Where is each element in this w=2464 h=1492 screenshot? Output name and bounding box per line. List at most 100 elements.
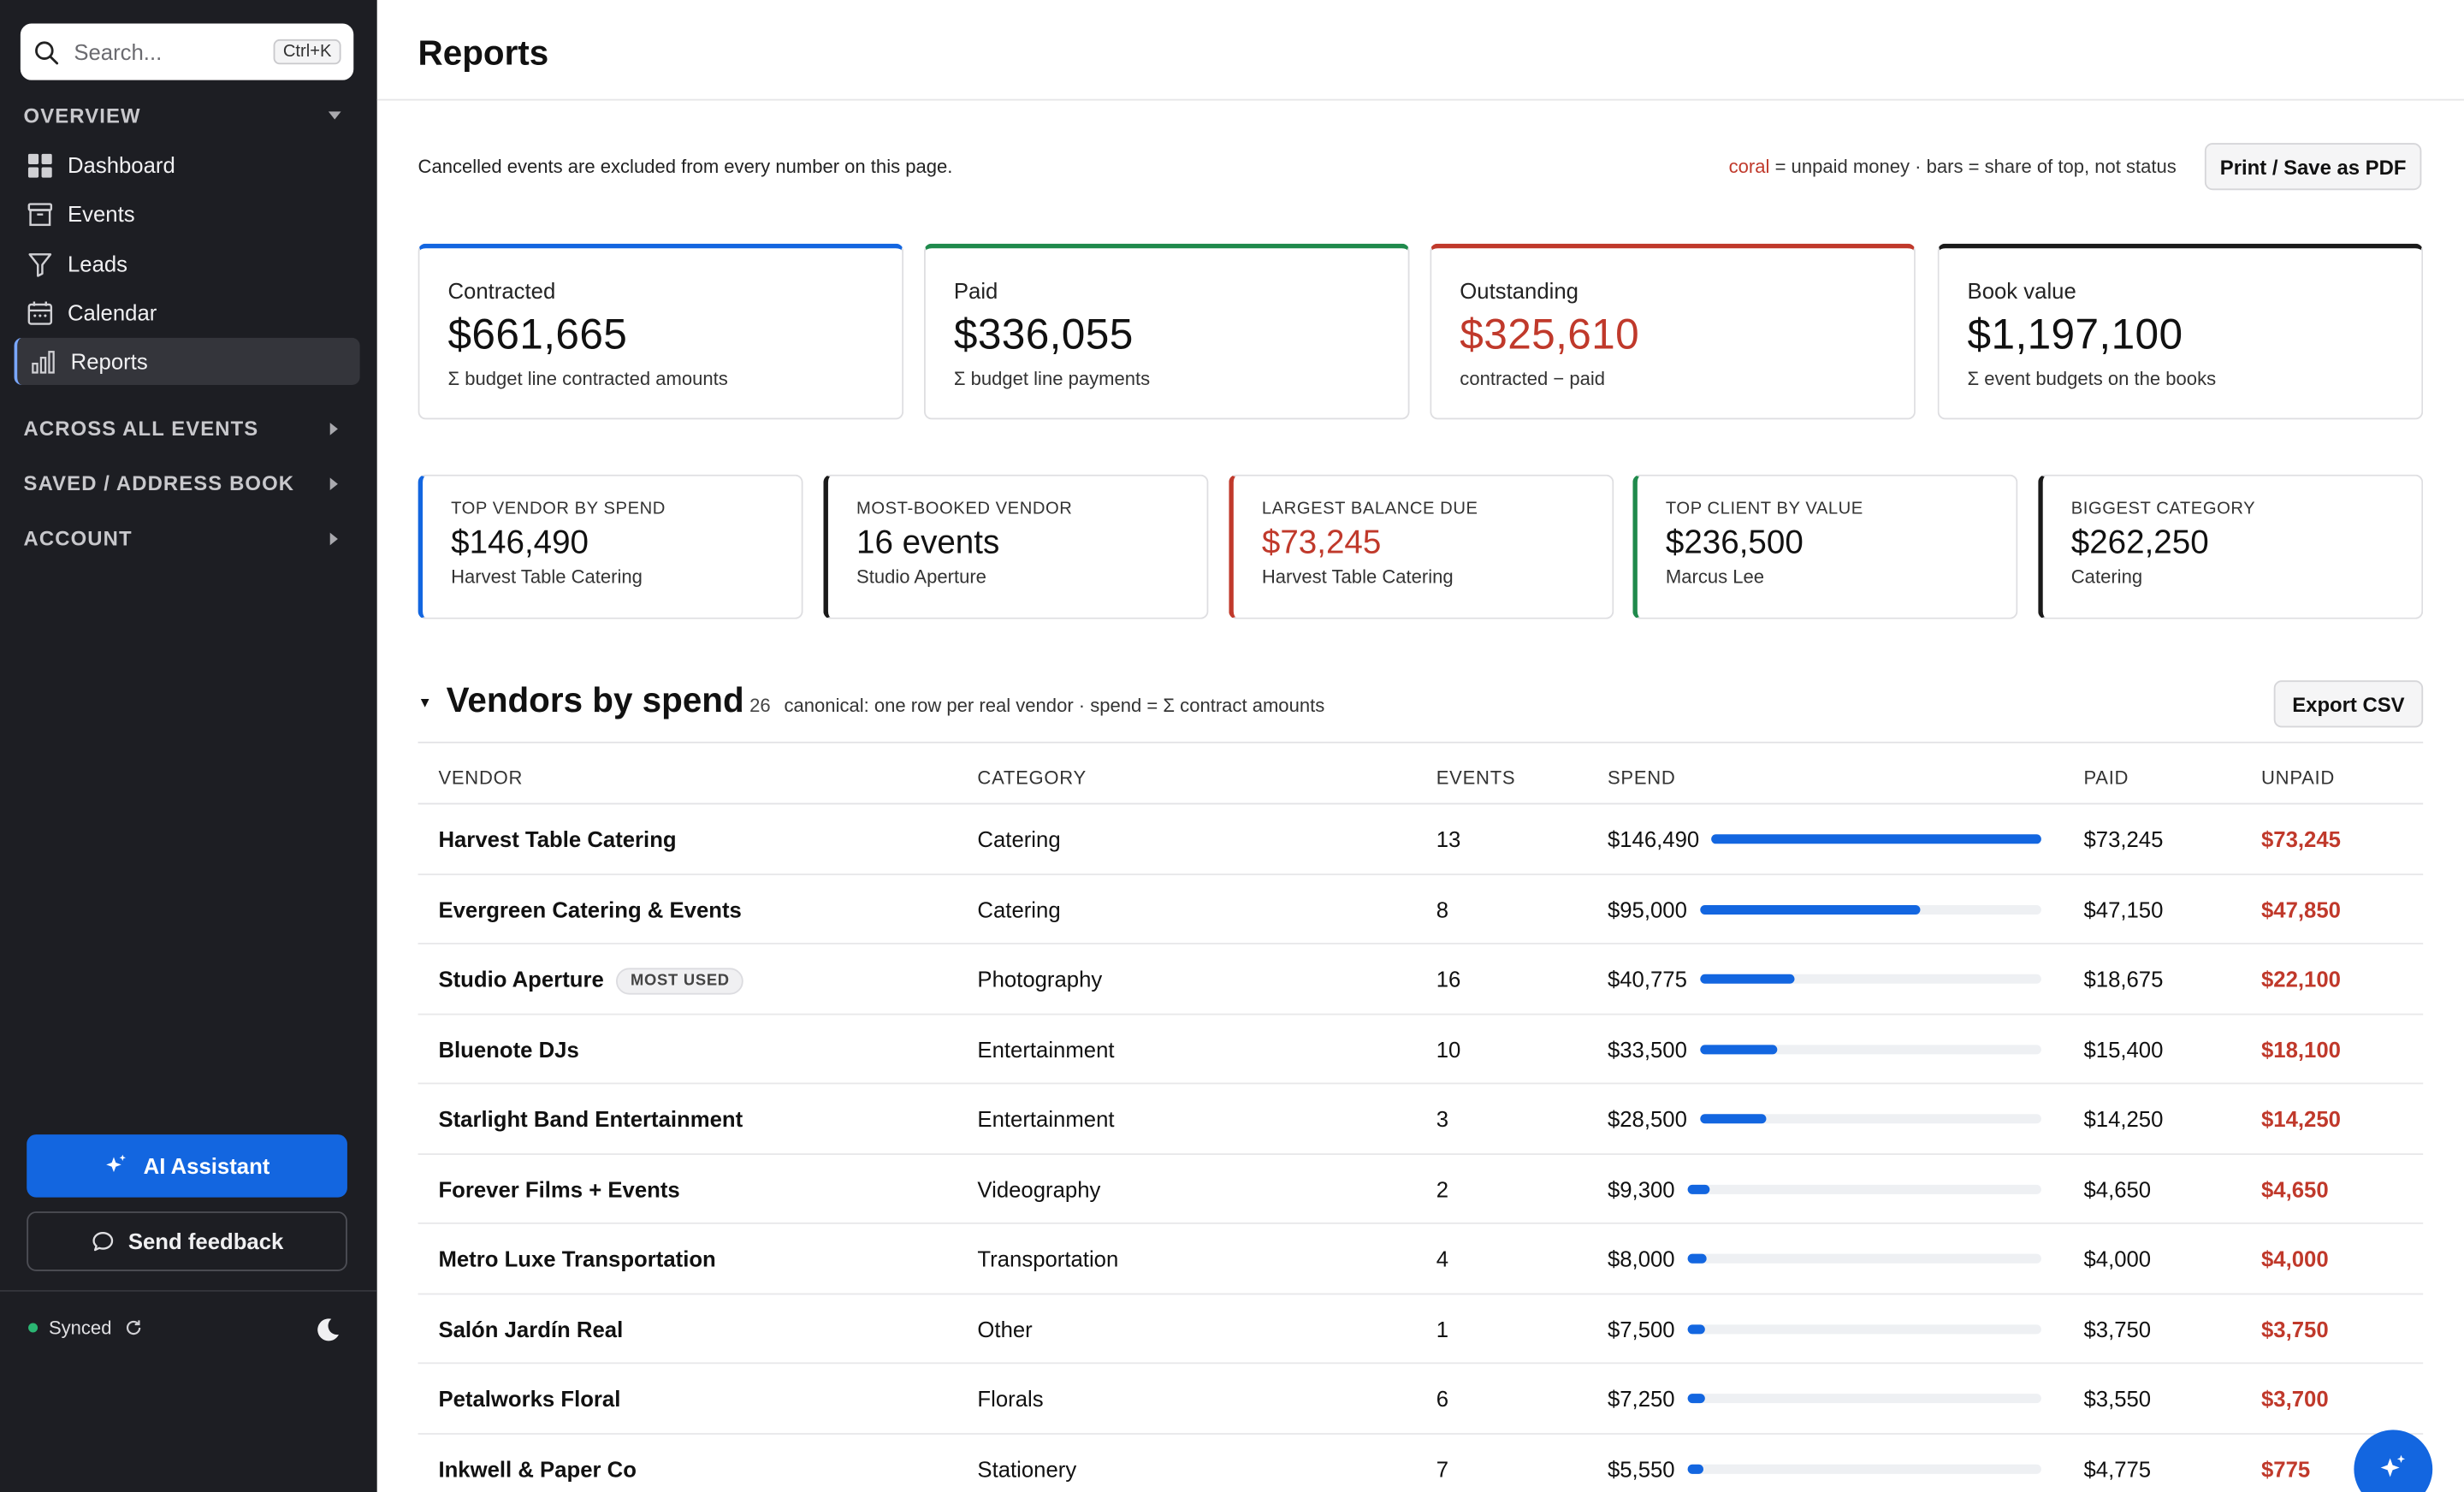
paid-cell: $4,650	[2083, 1175, 2152, 1202]
spend-cell: $9,300	[1608, 1176, 2041, 1201]
table-row[interactable]: Bluenote DJs Entertainment 10 $33,500 $15,40…	[418, 1015, 2424, 1085]
paid-cell: $47,150	[2083, 896, 2164, 922]
events-cell: 3	[1436, 1106, 1449, 1132]
section-label: ACCOUNT	[23, 526, 133, 550]
section-description: canonical: one row per real vendor · spe…	[784, 694, 1325, 717]
column-header[interactable]: VENDOR	[438, 767, 524, 790]
section-across-all-events[interactable]: ACROSS ALL EVENTS	[24, 417, 346, 440]
highlight-value: $262,250	[2070, 524, 2209, 561]
spend-cell: $28,500	[1607, 1106, 2041, 1132]
vendor-cell[interactable]: Bluenote DJs	[438, 1036, 578, 1061]
table-row[interactable]: Studio Aperture MOST USED Photography 16 $40…	[418, 944, 2424, 1015]
highlight-sub: Harvest Table Catering	[451, 565, 643, 588]
kpi-contracted: Contracted $661,665 Σ budget line contra…	[418, 243, 904, 420]
spend-cell: $5,550	[1608, 1456, 2041, 1481]
table-row[interactable]: Evergreen Catering & Events Catering 8 $95,…	[418, 874, 2424, 944]
collapse-toggle-icon[interactable]: ▼	[418, 694, 432, 711]
table-row[interactable]: Petalworks Floral Florals 6 $7,250 $3,550 $3,…	[418, 1364, 2424, 1434]
vendor-cell[interactable]: Evergreen Catering & Events	[438, 897, 741, 921]
vendor-cell[interactable]: Starlight Band Entertainment	[438, 1106, 743, 1131]
vendor-cell[interactable]: Studio Aperture MOST USED	[438, 966, 744, 995]
highlight-label: MOST-BOOKED VENDOR	[856, 500, 1073, 519]
highlight-label: BIGGEST CATEGORY	[2070, 500, 2256, 519]
section-account[interactable]: ACCOUNT	[24, 526, 346, 550]
column-header[interactable]: PAID	[2083, 767, 2129, 790]
section-overview[interactable]: OVERVIEW	[24, 104, 346, 127]
spend-bar	[1699, 1044, 2041, 1054]
sidebar-item-dashboard[interactable]: Dashboard	[15, 141, 360, 188]
unpaid-cell: $18,100	[2261, 1036, 2341, 1062]
kpi-paid: Paid $336,055 Σ budget line payments	[923, 243, 1410, 420]
search-input[interactable]: Search... Ctrl+K	[20, 23, 354, 80]
table-row[interactable]: Salón Jardín Real Other 1 $7,500 $3,750 $3,75…	[418, 1294, 2424, 1365]
vendor-cell[interactable]: Salón Jardín Real	[438, 1316, 623, 1341]
highlight-sub: Studio Aperture	[856, 565, 986, 588]
spend-value: $95,000	[1607, 896, 1687, 922]
column-header[interactable]: EVENTS	[1436, 767, 1516, 790]
spend-bar-fill	[1687, 1394, 1705, 1404]
chevron-right-icon	[329, 422, 338, 435]
ai-fab-button[interactable]	[2354, 1430, 2433, 1492]
section-saved-address-book[interactable]: SAVED / ADDRESS BOOK	[24, 471, 346, 495]
spend-bar	[1687, 1183, 2041, 1193]
vendor-name: Studio Aperture	[438, 966, 604, 992]
spend-value: $28,500	[1607, 1106, 1687, 1132]
legend-note: coral = unpaid money · bars = share of t…	[1729, 156, 2177, 178]
moon-icon[interactable]	[314, 1317, 341, 1343]
section-overview-label: OVERVIEW	[23, 104, 141, 127]
vendor-name: Starlight Band Entertainment	[438, 1106, 743, 1132]
sidebar-item-events[interactable]: Events	[15, 190, 360, 237]
spend-cell: $8,000	[1608, 1246, 2041, 1271]
highlight-most-booked: MOST-BOOKED VENDOR 16 events Studio Aper…	[823, 474, 1209, 619]
kpi-outstanding: Outstanding $325,610 contracted − paid	[1430, 243, 1916, 420]
vendor-name: Metro Luxe Transportation	[438, 1246, 716, 1271]
column-header[interactable]: SPEND	[1607, 767, 1676, 790]
events-cell: 2	[1436, 1175, 1449, 1202]
vendor-cell[interactable]: Metro Luxe Transportation	[438, 1246, 715, 1271]
column-header[interactable]: CATEGORY	[977, 767, 1087, 790]
chevron-right-icon	[329, 531, 338, 545]
events-cell: 10	[1436, 1036, 1461, 1062]
kpi-label: Contracted	[447, 278, 556, 304]
spend-bar	[1687, 1323, 2041, 1334]
sidebar-item-calendar[interactable]: Calendar	[15, 289, 360, 336]
category-cell: Stationery	[977, 1455, 1077, 1482]
spend-bar-fill	[1699, 904, 1921, 915]
send-feedback-button[interactable]: Send feedback	[27, 1211, 347, 1271]
table-row[interactable]: Inkwell & Paper Co Stationery 7 $5,550 $4,77…	[418, 1434, 2424, 1492]
paid-cell: $4,000	[2083, 1246, 2152, 1271]
export-csv-button[interactable]: Export CSV	[2273, 680, 2424, 728]
funnel-icon	[28, 252, 52, 276]
kpi-value: $1,197,100	[1967, 311, 2183, 358]
paid-cell: $14,250	[2083, 1106, 2164, 1132]
sidebar-item-label: Dashboard	[67, 152, 175, 178]
category-cell: Videography	[977, 1175, 1101, 1202]
table-row[interactable]: Starlight Band Entertainment Entertainmen…	[418, 1084, 2424, 1155]
sidebar-item-leads[interactable]: Leads	[15, 240, 360, 287]
table-row[interactable]: Forever Films + Events Videography 2 $9,300…	[418, 1154, 2424, 1224]
spend-value: $9,300	[1607, 1175, 1675, 1202]
spend-bar	[1699, 974, 2041, 984]
kpi-value: $325,610	[1460, 311, 1640, 358]
vendor-cell[interactable]: Petalworks Floral	[438, 1386, 620, 1411]
highlight-value: $73,245	[1261, 524, 1382, 561]
column-header[interactable]: UNPAID	[2261, 767, 2336, 790]
refresh-icon[interactable]	[124, 1318, 143, 1337]
table-row[interactable]: Metro Luxe Transportation Transportation 4…	[418, 1224, 2424, 1294]
table-row[interactable]: Harvest Table Catering Catering 13 $146,490…	[418, 804, 2424, 875]
spend-value: $5,550	[1607, 1455, 1675, 1482]
search-shortcut: Ctrl+K	[273, 38, 341, 65]
vendor-cell[interactable]: Inkwell & Paper Co	[438, 1456, 637, 1481]
vendor-cell[interactable]: Forever Films + Events	[438, 1176, 679, 1201]
highlight-label: TOP CLIENT BY VALUE	[1665, 500, 1863, 519]
print-save-pdf-button[interactable]: Print / Save as PDF	[2204, 143, 2422, 191]
grid-icon	[27, 152, 52, 177]
ai-assistant-button[interactable]: AI Assistant	[27, 1134, 347, 1198]
spend-value: $40,775	[1607, 966, 1687, 992]
unpaid-cell: $14,250	[2261, 1106, 2341, 1132]
top-bar: Reports	[376, 0, 2464, 101]
category-cell: Catering	[977, 896, 1061, 922]
vendor-cell[interactable]: Harvest Table Catering	[438, 826, 676, 851]
table-header: VENDOR CATEGORY EVENTS SPEND PAID UNPAID	[418, 741, 2424, 805]
sidebar-item-reports[interactable]: Reports	[14, 337, 360, 385]
